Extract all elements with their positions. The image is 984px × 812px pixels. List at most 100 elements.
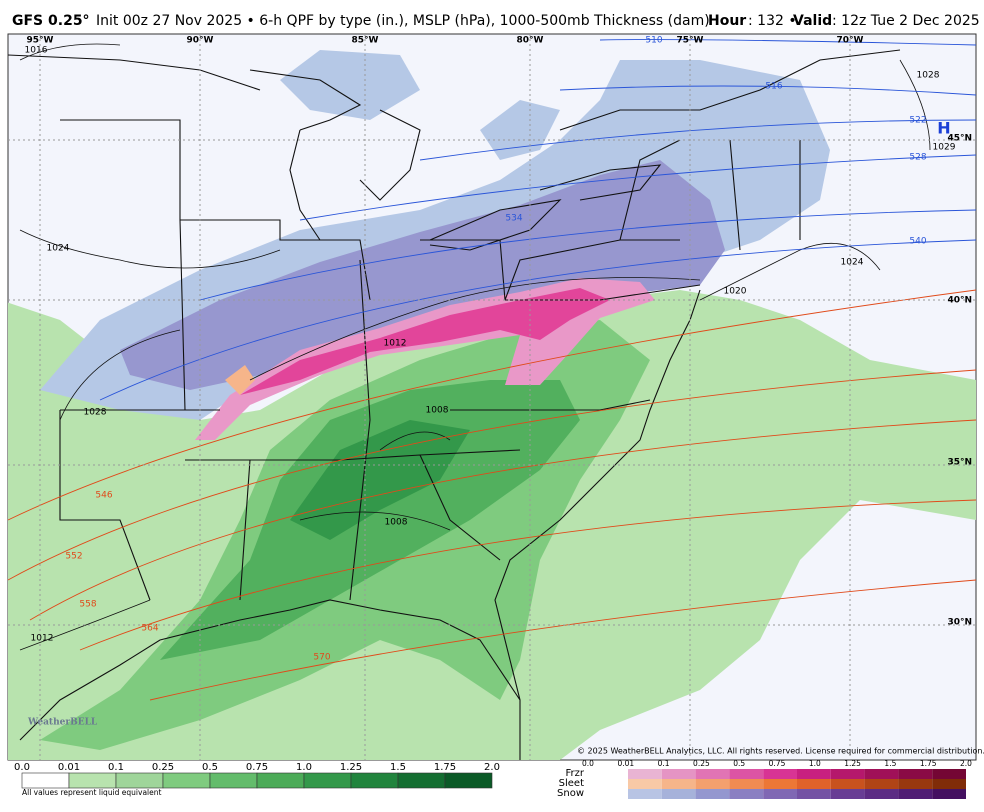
rain-swatch xyxy=(444,772,493,789)
thickness-label: 558 xyxy=(79,600,96,610)
high-label: H xyxy=(937,119,950,138)
rain-swatch xyxy=(209,772,258,789)
map xyxy=(7,33,977,761)
rain-heavy xyxy=(160,380,580,660)
valid: : 12z Tue 2 Dec 2025 xyxy=(832,13,980,29)
rain-swatch xyxy=(68,772,117,789)
mix-swatch xyxy=(932,769,966,779)
hour: : 132 • xyxy=(748,13,797,29)
description: Init 00z 27 Nov 2025 • 6-h QPF by type (… xyxy=(96,13,710,29)
mix-tick-label: 0.75 xyxy=(769,759,786,768)
isobar-label: 1012 xyxy=(31,634,54,644)
great-lakes xyxy=(249,69,662,251)
mix-swatch xyxy=(864,769,899,779)
thickness-label: 534 xyxy=(505,214,522,224)
mix-swatch xyxy=(628,779,662,789)
mix-swatch xyxy=(661,779,696,789)
mix-tick-label: 0.25 xyxy=(693,759,710,768)
rain-swatch xyxy=(397,772,446,789)
mix-heavy xyxy=(240,288,610,395)
type-label: Snow xyxy=(557,788,584,799)
longitude-label: 75°W xyxy=(677,36,704,46)
snow-medium xyxy=(120,160,725,390)
mix-swatch xyxy=(763,779,797,789)
isobar-label: 1028 xyxy=(84,408,107,418)
mix-tick-label: 1.0 xyxy=(809,759,821,768)
isobar-label: 1028 xyxy=(917,71,940,81)
rain-swatch xyxy=(350,772,399,789)
mix-swatch xyxy=(797,769,831,779)
longitude-label: 85°W xyxy=(352,36,379,46)
mix-swatch xyxy=(864,789,899,799)
mix-swatch xyxy=(628,769,662,779)
latitude-label: 40°N xyxy=(947,296,972,306)
mix-swatch xyxy=(898,779,933,789)
logo: WeatherBELL xyxy=(27,718,98,728)
thickness-label: 552 xyxy=(65,552,82,562)
legend-note: All values represent liquid equivalent xyxy=(22,788,161,797)
latitude-label: 35°N xyxy=(947,458,972,468)
mix-swatch xyxy=(830,779,865,789)
isobars xyxy=(19,43,931,651)
type-label: Sleet xyxy=(559,778,584,789)
sleet xyxy=(225,365,255,395)
mix-swatch xyxy=(797,789,831,799)
rain-tick-label: 0.1 xyxy=(108,762,124,773)
mix-swatch xyxy=(729,789,764,799)
rain-swatch xyxy=(21,772,70,789)
mix-tick-label: 1.25 xyxy=(844,759,861,768)
mix-swatch xyxy=(661,789,696,799)
borders xyxy=(7,49,901,760)
mix-tick-label: 0.1 xyxy=(658,759,670,768)
thickness-label: 528 xyxy=(909,153,926,163)
rain-tick-label: 1.25 xyxy=(340,762,362,773)
rain-tick-label: 0.0 xyxy=(14,762,30,773)
mix-swatch xyxy=(695,779,730,789)
thickness-label: 522 xyxy=(909,116,926,126)
mix-swatch xyxy=(763,769,797,779)
rain-swatch xyxy=(115,772,164,789)
rain-swatch xyxy=(256,772,305,789)
longitude-label: 80°W xyxy=(517,36,544,46)
longitude-label: 95°W xyxy=(27,36,54,46)
mix-swatch xyxy=(864,779,899,789)
rain-tick-label: 2.0 xyxy=(484,762,500,773)
latitude-label: 30°N xyxy=(947,618,972,628)
mix-swatch xyxy=(729,769,764,779)
rain-tick-label: 1.5 xyxy=(390,762,406,773)
thickness-label: 570 xyxy=(313,653,330,663)
valid-label: Valid xyxy=(793,13,832,29)
isobar-label: 1020 xyxy=(724,287,747,297)
mix-tick-label: 2.0 xyxy=(960,759,972,768)
rain-tick-label: 1.0 xyxy=(296,762,312,773)
mix-tick-label: 1.5 xyxy=(884,759,896,768)
thickness-label: 564 xyxy=(141,624,158,634)
thickness-label: 516 xyxy=(765,82,782,92)
mix-swatch xyxy=(830,789,865,799)
isobar-label: 1012 xyxy=(384,339,407,349)
mix-swatch xyxy=(661,769,696,779)
mix-swatch xyxy=(830,769,865,779)
isobar-label: 1016 xyxy=(25,46,48,56)
mix-swatch xyxy=(898,769,933,779)
thickness-label: 540 xyxy=(909,237,926,247)
mix-swatch xyxy=(729,779,764,789)
legend xyxy=(21,769,966,799)
rain-tick-label: 0.25 xyxy=(152,762,174,773)
model-name: GFS 0.25° xyxy=(12,13,90,29)
longitude-label: 70°W xyxy=(837,36,864,46)
mix-swatch xyxy=(932,789,966,799)
rain-tick-label: 0.5 xyxy=(202,762,218,773)
snow-light xyxy=(280,50,420,120)
canada-border xyxy=(7,49,901,131)
isobar-label: 1024 xyxy=(47,244,70,254)
isobar-label: 1008 xyxy=(385,518,408,528)
rain-tick-label: 0.75 xyxy=(246,762,268,773)
rain-heaviest xyxy=(290,420,470,540)
mix-swatch xyxy=(695,789,730,799)
isobar-label: 1029 xyxy=(933,143,956,153)
rain-tick-label: 1.75 xyxy=(434,762,456,773)
thickness-label: 510 xyxy=(645,36,662,46)
